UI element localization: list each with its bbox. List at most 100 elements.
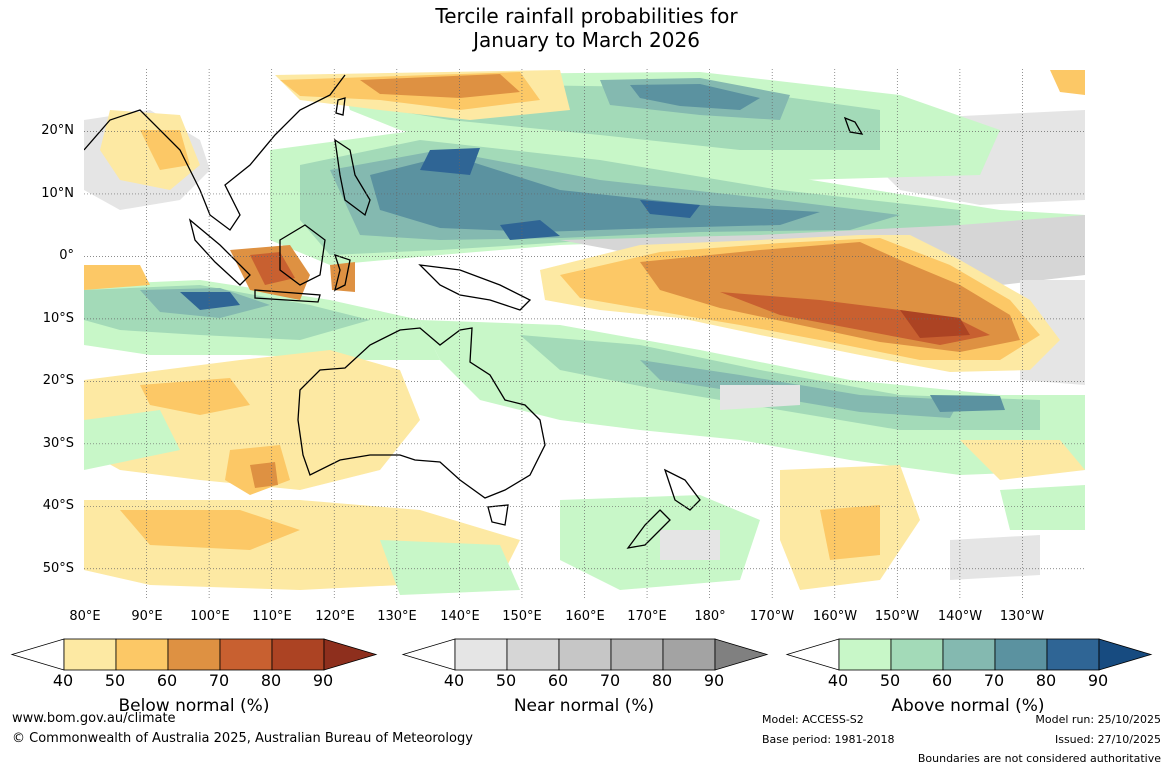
colorbar-high-extension [1098, 638, 1153, 671]
below-normal-colorbar [10, 638, 378, 671]
colorbar-segment [1046, 638, 1100, 671]
legend-tick: 60 [547, 671, 569, 690]
legend-tick: 70 [599, 671, 621, 690]
lon-label: 130°W [999, 609, 1045, 624]
disclaimer-text: Boundaries are not considered authoritat… [917, 752, 1161, 765]
lon-label: 140°E [440, 609, 480, 624]
new-guinea-coastline [418, 264, 532, 311]
legend-tick: 40 [443, 671, 465, 690]
legend-tick: 50 [879, 671, 901, 690]
above-normal-legend-title: Above normal (%) [891, 696, 1045, 716]
legend-tick: 90 [703, 671, 725, 690]
above-normal-region [420, 148, 480, 175]
australia-coastline [297, 327, 546, 499]
new-zealand-coastline [626, 509, 671, 549]
legend-tick: 80 [260, 671, 282, 690]
below-normal-legend-title: Below normal (%) [118, 696, 270, 716]
taiwan-coastline [335, 97, 346, 116]
copyright-text: © Commonwealth of Australia 2025, Austra… [12, 731, 473, 746]
legend-tick: 80 [651, 671, 673, 690]
lat-label-20s: 20°S [42, 373, 74, 388]
legend-tick: 70 [208, 671, 230, 690]
title-line-1: Tercile rainfall probabilities for [435, 4, 738, 28]
title-line-2: January to March 2026 [473, 28, 700, 52]
lat-label-30s: 30°S [42, 436, 74, 451]
lon-label: 160°W [812, 609, 858, 624]
colorbar-segment [890, 638, 944, 671]
legend-tick: 40 [52, 671, 74, 690]
legend-tick: 60 [156, 671, 178, 690]
model-text: Model: ACCESS-S2 [762, 713, 864, 726]
below-normal-region [1050, 70, 1085, 95]
near-normal-legend-title: Near normal (%) [513, 696, 655, 716]
near-normal-region [720, 385, 800, 410]
below-normal-region [250, 462, 278, 488]
colorbar-segment [942, 638, 996, 671]
below-normal-region [820, 505, 880, 560]
website-text: www.bom.gov.au/climate [12, 711, 176, 726]
below-normal-region [900, 310, 970, 338]
below-normal-region [120, 510, 300, 550]
legend-tick: 80 [1035, 671, 1057, 690]
colorbar-segment [219, 638, 273, 671]
legend-tick: 90 [1087, 671, 1109, 690]
above-normal-region [500, 220, 560, 240]
above-normal-region [84, 410, 180, 470]
legend-tick: 90 [312, 671, 334, 690]
colorbar-segment [662, 638, 716, 671]
lon-label: 100°E [190, 609, 230, 624]
lat-label-20n: 20°N [41, 123, 74, 138]
lon-label: 160°E [565, 609, 605, 624]
base-period-text: Base period: 1981-2018 [762, 733, 895, 746]
lon-label: 140°W [937, 609, 983, 624]
lon-label: 120°E [315, 609, 355, 624]
above-normal-region [630, 84, 760, 110]
above-normal-region [180, 292, 240, 310]
chart-title: Tercile rainfall probabilities for Janua… [0, 4, 1173, 52]
below-normal-region [140, 378, 250, 415]
lon-label: 130°E [377, 609, 417, 624]
above-normal-region [930, 395, 1005, 412]
philippines-coastline [334, 138, 371, 217]
near-normal-colorbar [401, 638, 769, 671]
colorbar-segment [506, 638, 560, 671]
borneo-coastline [279, 224, 326, 286]
above-normal-region [380, 540, 520, 595]
lat-label-40s: 40°S [42, 498, 74, 513]
above-normal-colorbar [785, 638, 1153, 671]
colorbar-segment [63, 638, 117, 671]
lat-label-equator: 0° [59, 248, 74, 263]
tasmania-coastline [487, 504, 509, 526]
legend-tick: 50 [495, 671, 517, 690]
colorbar-segment [610, 638, 664, 671]
java-coastline [254, 289, 321, 303]
colorbar-segment [994, 638, 1048, 671]
issued-text: Issued: 27/10/2025 [1054, 733, 1161, 746]
colorbar-low-extension [401, 638, 456, 671]
colorbar-segment [115, 638, 169, 671]
colorbar-segment [558, 638, 612, 671]
colorbar-high-extension [714, 638, 769, 671]
below-normal-region [250, 252, 295, 285]
sulawesi-coastline [333, 253, 351, 292]
colorbar-low-extension [785, 638, 840, 671]
lon-label: 110°E [252, 609, 292, 624]
below-normal-region [360, 74, 520, 98]
above-normal-region [1000, 485, 1085, 530]
below-normal-region [140, 130, 190, 170]
lat-label-50s: 50°S [42, 561, 74, 576]
model-run-text: Model run: 25/10/2025 [1035, 713, 1161, 726]
lon-label: 150°E [502, 609, 542, 624]
above-normal-region [370, 155, 820, 232]
lon-label: 90°E [131, 609, 163, 624]
near-normal-region [660, 530, 720, 560]
above-normal-region [640, 200, 700, 218]
below-normal-region [330, 262, 355, 292]
lat-label-10s: 10°S [42, 311, 74, 326]
lon-label: 150°W [874, 609, 920, 624]
colorbar-segment [271, 638, 325, 671]
below-normal-region [84, 265, 150, 290]
hawaii-coastline [843, 116, 864, 135]
sumatra-coastline [188, 218, 251, 286]
colorbar-low-extension [10, 638, 65, 671]
